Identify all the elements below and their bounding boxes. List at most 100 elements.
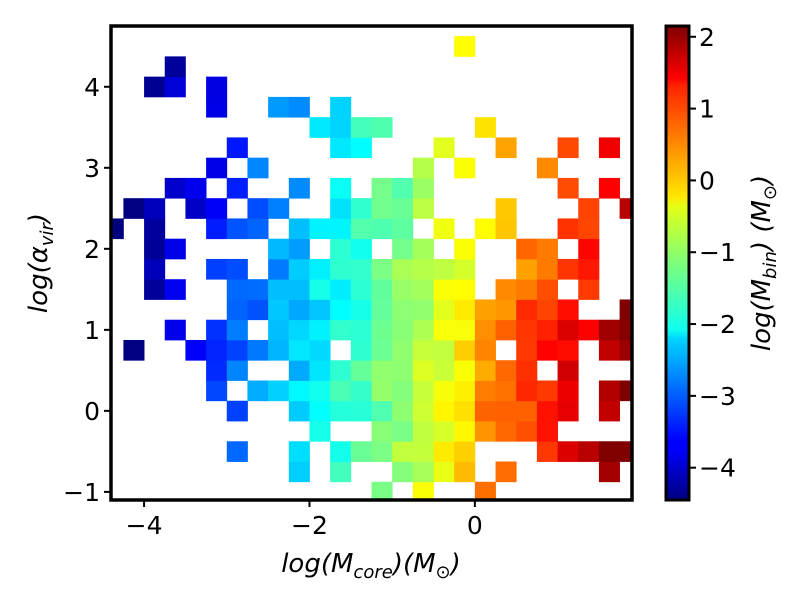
plot-frame	[109, 24, 634, 502]
heatmap-cell	[557, 137, 579, 159]
heatmap-cell	[392, 461, 414, 483]
heatmap-cell	[350, 319, 372, 341]
heatmap-cell	[412, 400, 434, 422]
heatmap-cell	[226, 137, 248, 159]
heatmap-cell	[247, 339, 269, 361]
heatmap-cell	[206, 360, 228, 381]
heatmap-cell	[412, 421, 434, 442]
heatmap-cell	[123, 339, 145, 361]
heatmap-cell	[206, 339, 228, 361]
heatmap-cell	[454, 258, 476, 280]
colorbar-tick-label: 1	[699, 95, 715, 124]
heatmap-cell	[309, 400, 331, 422]
heatmap-cell	[536, 258, 558, 280]
heatmap-cell	[557, 299, 579, 321]
heatmap-cell	[330, 319, 352, 341]
heatmap-cell	[350, 299, 372, 321]
heatmap-cell	[247, 380, 269, 402]
heatmap-cell	[433, 339, 455, 361]
heatmap-cell	[516, 400, 538, 422]
heatmap-cell	[454, 441, 476, 462]
heatmap-cell	[330, 238, 352, 260]
heatmap-cell	[144, 198, 166, 219]
heatmap-cell	[474, 421, 496, 442]
heatmap-cell	[392, 400, 414, 422]
y-tick-label: 3	[84, 154, 100, 183]
heatmap-cell	[309, 258, 331, 280]
colorbar-tick-label: 2	[699, 23, 715, 52]
heatmap-cell	[371, 198, 393, 219]
heatmap-cell	[536, 279, 558, 300]
heatmap-cell	[474, 339, 496, 361]
heatmap-cell	[330, 198, 352, 219]
colorbar-tick-label: −4	[699, 454, 736, 483]
heatmap-cell	[392, 339, 414, 361]
heatmap-cell	[288, 441, 310, 462]
heatmap-cell	[536, 441, 558, 462]
y-tick-label: 0	[84, 397, 100, 426]
heatmap-cell	[144, 238, 166, 260]
heatmap-cell	[536, 238, 558, 260]
heatmap-cell	[412, 258, 434, 280]
heatmap-cell	[557, 380, 579, 402]
heatmap-cell	[412, 279, 434, 300]
heatmap-cell	[392, 258, 414, 280]
heatmap-cell	[474, 380, 496, 402]
heatmap-cell	[412, 177, 434, 199]
heatmap-cells	[111, 36, 632, 500]
heatmap-cell	[454, 421, 476, 442]
x-tick-label: −4	[126, 511, 163, 540]
heatmap-cell	[433, 400, 455, 422]
heatmap-cell	[516, 299, 538, 321]
y-axis-label: log(αvir)	[24, 213, 58, 313]
heatmap-cell	[288, 218, 310, 240]
heatmap-cell	[330, 279, 352, 300]
heatmap-cell	[495, 360, 517, 381]
heatmap-cell	[557, 400, 579, 422]
heatmap-cell	[288, 96, 310, 118]
heatmap-cell	[371, 177, 393, 199]
heatmap-cell	[247, 279, 269, 300]
heatmap-cell	[433, 218, 455, 240]
heatmap-cell	[288, 360, 310, 381]
heatmap-cell	[185, 339, 207, 361]
heatmap-cell	[412, 360, 434, 381]
heatmap-cell	[495, 380, 517, 402]
heatmap-cell	[350, 137, 372, 159]
heatmap-cell	[288, 319, 310, 341]
heatmap-cell	[598, 339, 620, 361]
heatmap-cell	[454, 339, 476, 361]
heatmap-cell	[268, 279, 290, 300]
x-axis-label: log(Mcore)(M⊙)	[281, 549, 461, 583]
heatmap-cell	[350, 339, 372, 361]
heatmap-cell	[309, 339, 331, 361]
heatmap-cell	[557, 258, 579, 280]
heatmap-cell	[557, 339, 579, 361]
heatmap-cell	[371, 380, 393, 402]
heatmap-cell	[392, 177, 414, 199]
heatmap-cell	[330, 117, 352, 138]
heatmap-cell	[371, 319, 393, 341]
heatmap-cell	[454, 238, 476, 260]
heatmap-cell	[206, 157, 228, 179]
heatmap-cell	[371, 218, 393, 240]
heatmap-cell	[330, 96, 352, 118]
heatmap-cell	[536, 380, 558, 402]
heatmap-cell	[268, 96, 290, 118]
colorbar-label: log(Mbin) (M⊙)	[747, 175, 781, 351]
x-tick-label: −2	[291, 511, 328, 540]
heatmap-cell	[536, 319, 558, 341]
heatmap-cell	[288, 461, 310, 483]
heatmap-cell	[144, 218, 166, 240]
heatmap-cell	[557, 177, 579, 199]
heatmap-cell	[309, 380, 331, 402]
heatmap-cell	[495, 299, 517, 321]
heatmap-cell	[330, 400, 352, 422]
heatmap-cell	[557, 319, 579, 341]
heatmap-cell	[392, 441, 414, 462]
heatmap-cell	[309, 218, 331, 240]
heatmap-cell	[309, 117, 331, 138]
heatmap-cell	[598, 461, 620, 483]
heatmap-cell	[495, 137, 517, 159]
